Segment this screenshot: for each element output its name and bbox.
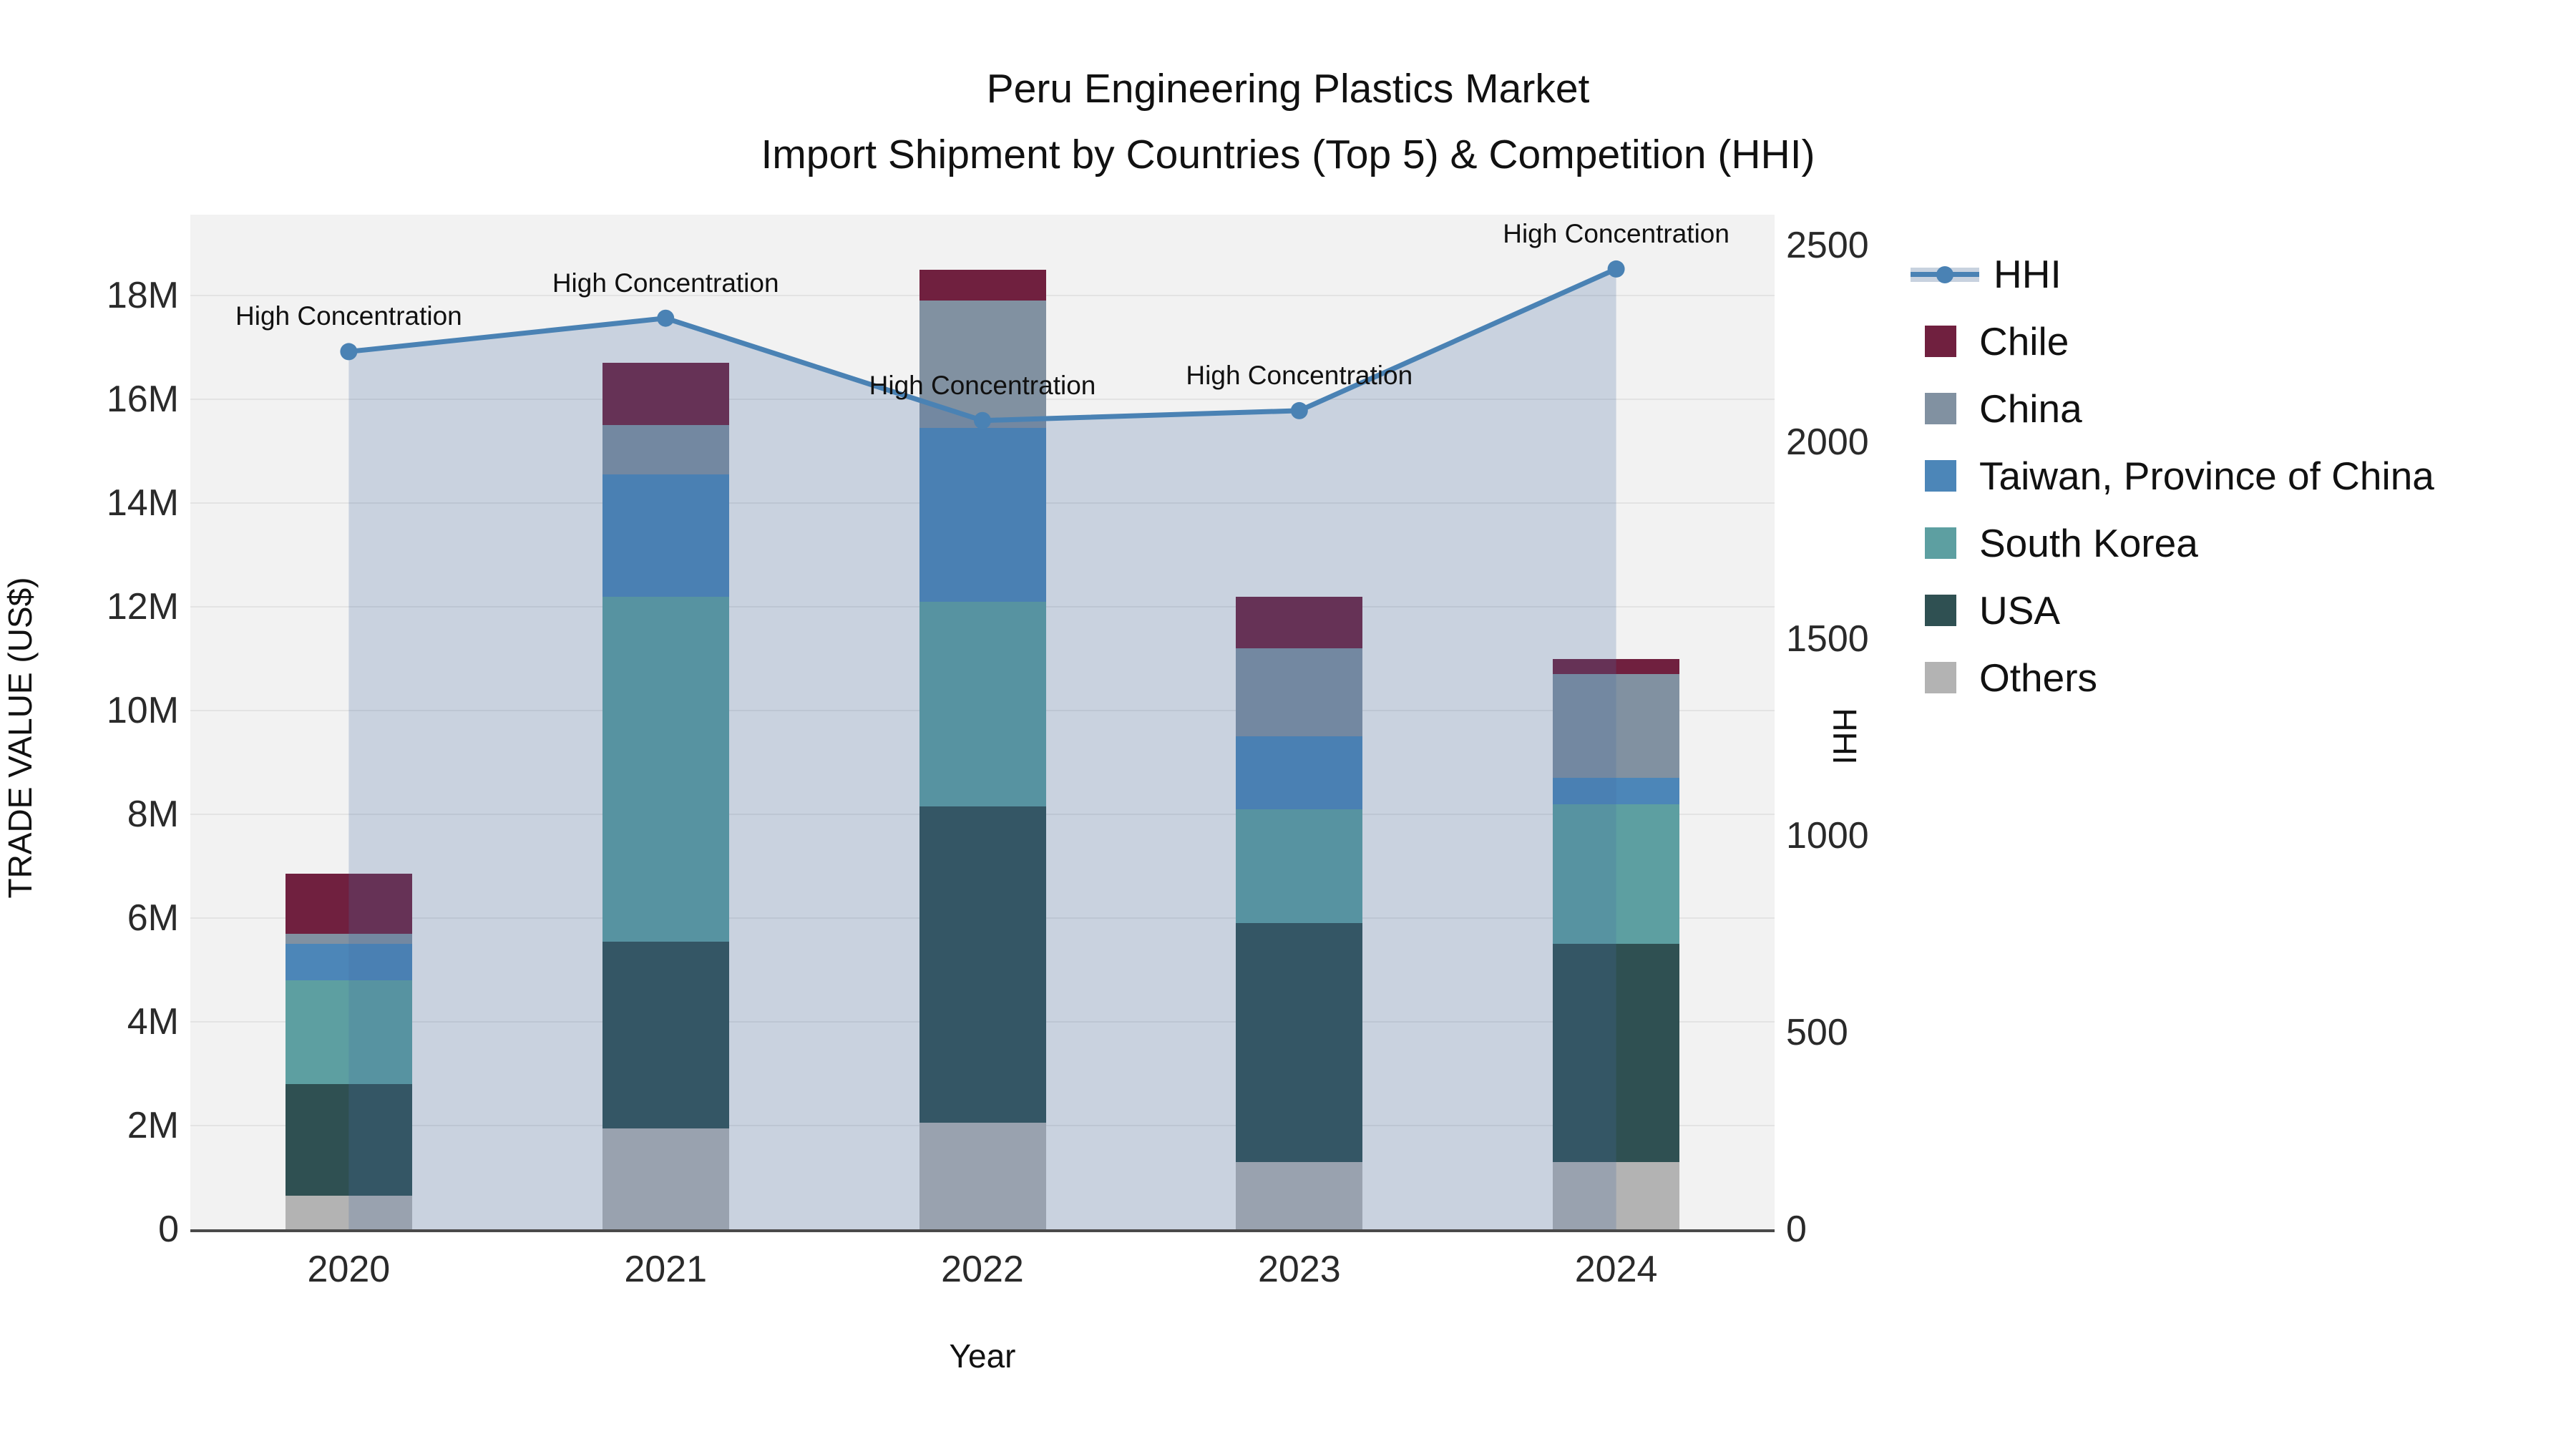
bar-segment-usa-2023[interactable] [1236,923,1363,1162]
x-tick-2024: 2024 [1574,1249,1658,1290]
bar-segment-taiwan-province-of-china-2023[interactable] [1236,736,1363,809]
right-tick-500: 500 [1786,1011,1848,1053]
legend-item-chile[interactable]: Chile [1925,308,2434,375]
y-tick-2M: 2M [127,1105,179,1146]
annotation-high-concentration-2020: High Concentration [235,301,462,331]
hhi-line-overlay [340,260,1625,1229]
bar-segment-china-2020[interactable] [285,933,412,945]
chart-title-line1: Peru Engineering Plastics Market [986,66,1590,112]
legend-label: South Korea [1979,521,2198,565]
legend-label: HHI [1994,252,2062,296]
bar-segment-taiwan-province-of-china-2022[interactable] [919,427,1046,602]
bar-segment-others-2023[interactable] [1236,1161,1363,1229]
chart-title-line2: Import Shipment by Countries (Top 5) & C… [761,132,1815,177]
y-axis-title: TRADE VALUE (US$) [1,577,39,899]
stacked-bar-2020[interactable] [285,215,412,1229]
y-tick-10M: 10M [106,690,179,732]
hhi-marker-2023[interactable] [1290,401,1308,419]
bar-segment-south-korea-2023[interactable] [1236,809,1363,924]
right-axis-title: HHI [1826,708,1863,765]
y-tick-12M: 12M [106,586,179,628]
hhi-marker-2021[interactable] [657,309,675,327]
legend-label: China [1979,386,2082,431]
y-tick-14M: 14M [106,482,179,525]
right-tick-2500: 2500 [1786,224,1869,266]
bar-segment-others-2020[interactable] [285,1195,412,1229]
x-tick-2023: 2023 [1257,1249,1341,1290]
hhi-area-fill [348,268,1616,1229]
bar-segment-south-korea-2022[interactable] [919,601,1046,807]
bar-segment-taiwan-province-of-china-2020[interactable] [285,944,412,981]
legend-label: Taiwan, Province of China [1979,454,2434,498]
bar-segment-chile-2020[interactable] [285,874,412,934]
legend-swatch-usa [1925,595,1956,626]
bar-segment-usa-2020[interactable] [285,1084,412,1196]
legend-label: USA [1979,588,2061,633]
x-axis-title: Year [949,1337,1016,1375]
right-tick-1000: 1000 [1786,814,1869,857]
bar-segment-south-korea-2020[interactable] [285,980,412,1085]
legend-label: Chile [1979,319,2069,364]
bar-segment-chile-2021[interactable] [602,363,729,426]
y-tick-8M: 8M [127,794,179,836]
bar-segment-usa-2021[interactable] [602,941,729,1128]
legend-swatch-others [1925,662,1956,693]
bar-segment-china-2021[interactable] [602,425,729,475]
bar-segment-others-2021[interactable] [602,1128,729,1229]
legend-item-south-korea[interactable]: South Korea [1925,509,2434,577]
y-tick-4M: 4M [127,1001,179,1043]
legend-item-others[interactable]: Others [1925,644,2434,711]
x-tick-2022: 2022 [941,1249,1024,1290]
bar-segment-china-2024[interactable] [1553,674,1680,779]
legend-item-usa[interactable]: USA [1925,577,2434,644]
y-tick-18M: 18M [106,275,179,317]
x-tick-2021: 2021 [624,1249,708,1290]
bar-segment-taiwan-province-of-china-2024[interactable] [1553,778,1680,804]
y-tick-16M: 16M [106,379,179,421]
bar-segment-chile-2023[interactable] [1236,596,1363,649]
hhi-legend-line-sample [1911,263,1979,285]
bar-segment-usa-2022[interactable] [919,806,1046,1123]
stacked-bar-2024[interactable] [1553,215,1680,1229]
legend-swatch-china [1925,393,1956,424]
bar-segment-chile-2024[interactable] [1553,658,1680,675]
legend: HHI Chile China Taiwan, Province of China So… [1911,240,2434,711]
hhi-marker-2020[interactable] [340,343,358,361]
bar-segment-others-2024[interactable] [1553,1161,1680,1229]
right-tick-1500: 1500 [1786,618,1869,660]
legend-item-hhi[interactable]: HHI [1911,240,2434,308]
legend-swatch-south_korea [1925,527,1956,559]
plot-area: High Concentration High Concentration High… [190,215,1775,1232]
annotation-high-concentration-2021: High Concentration [552,268,779,298]
legend-swatch-chile [1925,326,1956,357]
bar-segment-china-2023[interactable] [1236,648,1363,737]
bar-segment-taiwan-province-of-china-2021[interactable] [602,474,729,597]
legend-swatch-taiwan [1925,460,1956,492]
legend-item-china[interactable]: China [1925,375,2434,442]
stacked-bar-2021[interactable] [602,215,729,1229]
x-tick-2020: 2020 [307,1249,391,1290]
bar-segment-south-korea-2021[interactable] [602,596,729,942]
hhi-legend-marker-dot [1936,266,1953,283]
bar-segment-usa-2024[interactable] [1553,944,1680,1162]
stacked-bar-2023[interactable] [1236,215,1363,1229]
hhi-marker-2022[interactable] [974,411,991,429]
right-tick-0: 0 [1786,1209,1807,1250]
legend-label: Others [1979,655,2098,700]
annotation-high-concentration-2024: High Concentration [1503,218,1729,248]
bar-segment-others-2022[interactable] [919,1123,1046,1229]
y-tick-6M: 6M [127,897,179,940]
y-tick-0: 0 [158,1209,179,1250]
annotation-high-concentration-2023: High Concentration [1186,360,1413,390]
chart-title: Peru Engineering Plastics Market Import … [0,56,2576,187]
hhi-marker-2024[interactable] [1607,260,1625,278]
legend-item-taiwan-province-of-china[interactable]: Taiwan, Province of China [1925,442,2434,509]
bar-segment-south-korea-2024[interactable] [1553,804,1680,945]
bar-segment-chile-2022[interactable] [919,269,1046,301]
annotation-high-concentration-2022: High Concentration [869,370,1096,400]
right-tick-2000: 2000 [1786,421,1869,463]
